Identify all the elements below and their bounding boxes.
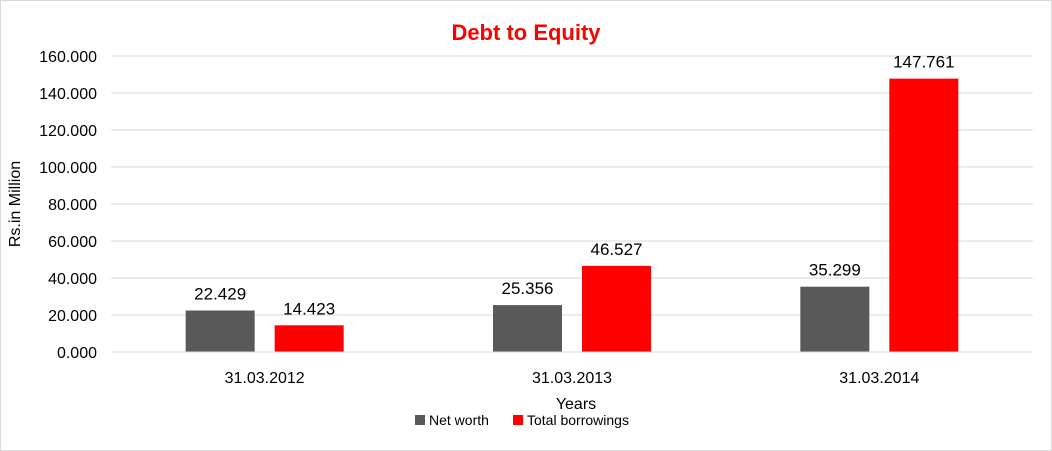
y-tick-label: 80.000 bbox=[48, 197, 97, 214]
legend-swatch bbox=[513, 415, 523, 425]
data-label: 35.299 bbox=[809, 261, 861, 280]
legend-label: Net worth bbox=[429, 412, 489, 428]
y-tick-label: 60.000 bbox=[48, 234, 97, 251]
y-tick-label: 120.000 bbox=[39, 123, 97, 140]
data-label: 46.527 bbox=[591, 240, 643, 259]
y-tick-label: 0.000 bbox=[57, 345, 97, 362]
bar-total-borrowings bbox=[582, 265, 651, 352]
x-axis-categories: 31.03.2012 31.03.2013 31.03.2014 bbox=[225, 370, 920, 387]
x-axis-title: Years bbox=[556, 396, 596, 413]
bar-net-worth bbox=[493, 305, 562, 352]
y-tick-label: 160.000 bbox=[39, 49, 97, 66]
legend-swatch bbox=[415, 415, 425, 425]
y-axis-title: Rs.in Million bbox=[7, 161, 24, 247]
x-category-label: 31.03.2013 bbox=[532, 370, 612, 387]
data-label: 22.429 bbox=[194, 285, 246, 304]
data-label: 25.356 bbox=[502, 279, 554, 298]
legend: Net worth Total borrowings bbox=[415, 412, 629, 428]
chart-title: Debt to Equity bbox=[451, 20, 601, 45]
x-category-label: 31.03.2014 bbox=[839, 370, 919, 387]
y-tick-label: 140.000 bbox=[39, 86, 97, 103]
bar-net-worth bbox=[800, 286, 870, 352]
bar-total-borrowings bbox=[274, 325, 344, 352]
bar-net-worth bbox=[185, 310, 255, 352]
bars bbox=[185, 78, 959, 352]
y-tick-label: 20.000 bbox=[48, 308, 97, 325]
data-label: 14.423 bbox=[283, 299, 335, 318]
y-axis-ticks: 0.000 20.000 40.000 60.000 80.000 100.000 120.… bbox=[39, 49, 97, 362]
y-tick-label: 100.000 bbox=[39, 160, 97, 177]
y-tick-label: 40.000 bbox=[48, 271, 97, 288]
bar-total-borrowings bbox=[889, 78, 959, 352]
data-label: 147.761 bbox=[893, 53, 954, 72]
gridlines bbox=[111, 55, 1033, 316]
legend-label: Total borrowings bbox=[527, 412, 629, 428]
x-category-label: 31.03.2012 bbox=[225, 370, 305, 387]
data-labels: 22.429 14.423 25.356 46.527 35.299 147.761 bbox=[194, 53, 954, 319]
